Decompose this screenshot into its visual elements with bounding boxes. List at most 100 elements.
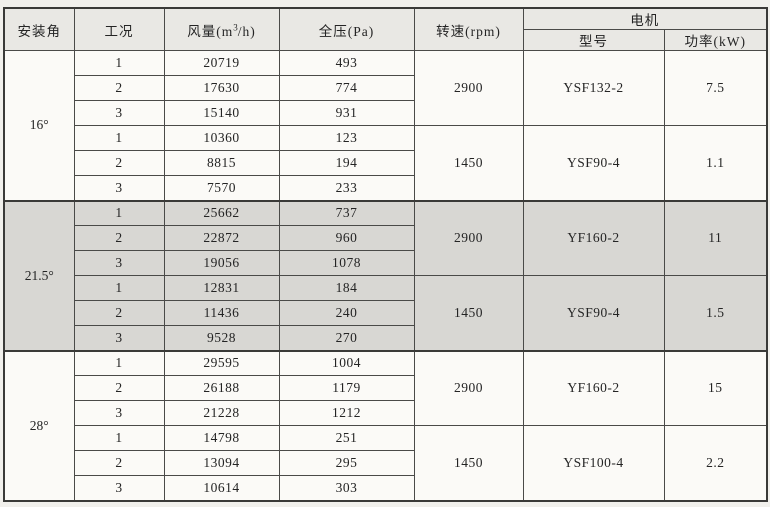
table-row: 2 11436 240 bbox=[4, 300, 767, 326]
flow-cell: 21228 bbox=[163, 400, 280, 426]
table-row: 3 15140 931 bbox=[4, 100, 767, 126]
condition-cell: 3 bbox=[73, 175, 165, 201]
condition-cell: 3 bbox=[73, 325, 165, 351]
flow-cell: 9528 bbox=[163, 325, 280, 351]
table-row: 16° 1 20719 493 2900 YSF132-2 7.5 bbox=[3, 50, 768, 201]
condition-cell: 2 bbox=[73, 450, 165, 476]
flow-cell: 25662 bbox=[163, 199, 280, 226]
table-row: 2 17630 774 bbox=[4, 75, 767, 101]
angle-cell: 28° bbox=[3, 349, 75, 501]
condition-cell: 3 bbox=[73, 475, 165, 501]
power-cell: 15 bbox=[663, 349, 768, 426]
condition-cell: 2 bbox=[73, 375, 165, 401]
speed-cell: 2900 bbox=[413, 349, 524, 426]
pressure-cell: 931 bbox=[278, 100, 415, 126]
power-cell: 1.1 bbox=[663, 125, 768, 201]
pressure-cell: 493 bbox=[278, 50, 415, 76]
speed-cell: 1450 bbox=[413, 275, 524, 351]
header-flow: 风量(m3/h) bbox=[163, 7, 280, 51]
power-cell: 1.5 bbox=[663, 275, 768, 351]
flow-cell: 12831 bbox=[163, 275, 280, 301]
header-angle: 安装角 bbox=[3, 7, 75, 51]
header-speed: 转速(rpm) bbox=[413, 7, 524, 51]
angle-cell: 16° bbox=[3, 50, 75, 201]
model-cell: YSF100-4 bbox=[522, 425, 665, 501]
fan-spec-table: 安装角 工况 风量(m3/h) 全压(Pa) 转速(rpm) 电机 型号 功率(… bbox=[3, 7, 768, 502]
pressure-cell: 270 bbox=[278, 325, 415, 351]
superscript-3: 3 bbox=[233, 22, 238, 32]
table-row: 1 10360 123 1450 YSF90-4 1.1 bbox=[4, 125, 768, 201]
header-model: 型号 bbox=[522, 29, 665, 51]
pressure-cell: 774 bbox=[278, 75, 415, 101]
power-cell: 2.2 bbox=[663, 425, 768, 501]
angle-cell: 21.5° bbox=[3, 199, 75, 351]
pressure-cell: 184 bbox=[278, 275, 415, 301]
table-row: 3 19056 1078 bbox=[4, 250, 767, 276]
model-cell: YSF132-2 bbox=[522, 50, 665, 126]
condition-cell: 3 bbox=[73, 250, 165, 276]
condition-cell: 2 bbox=[73, 75, 165, 101]
flow-cell: 20719 bbox=[163, 50, 280, 76]
pressure-cell: 240 bbox=[278, 300, 415, 326]
speed-cell: 2900 bbox=[413, 50, 524, 126]
condition-cell: 1 bbox=[73, 50, 165, 76]
model-cell: YSF90-4 bbox=[522, 125, 665, 201]
flow-cell: 22872 bbox=[163, 225, 280, 251]
pressure-cell: 194 bbox=[278, 150, 415, 176]
power-cell: 11 bbox=[663, 199, 768, 276]
flow-cell: 11436 bbox=[163, 300, 280, 326]
pressure-cell: 295 bbox=[278, 450, 415, 476]
flow-cell: 10360 bbox=[163, 125, 280, 151]
condition-cell: 1 bbox=[73, 425, 165, 451]
header-power: 功率(kW) bbox=[663, 29, 768, 51]
flow-cell: 29595 bbox=[163, 349, 280, 376]
table-row: 28° 1 29595 1004 2900 YF160-2 15 bbox=[3, 349, 768, 501]
table-row: 2 26188 1179 bbox=[4, 375, 767, 401]
header-pressure: 全压(Pa) bbox=[278, 7, 415, 51]
table-row: 1 12831 184 1450 YSF90-4 1.5 bbox=[4, 275, 768, 351]
model-cell: YSF90-4 bbox=[522, 275, 665, 351]
condition-cell: 1 bbox=[73, 349, 165, 376]
table-row: 3 10614 303 bbox=[4, 475, 767, 501]
flow-cell: 13094 bbox=[163, 450, 280, 476]
table-header: 安装角 工况 风量(m3/h) 全压(Pa) 转速(rpm) 电机 型号 功率(… bbox=[3, 7, 768, 51]
condition-cell: 2 bbox=[73, 150, 165, 176]
power-cell: 7.5 bbox=[663, 50, 768, 126]
pressure-cell: 1212 bbox=[278, 400, 415, 426]
table-row: 3 21228 1212 bbox=[4, 400, 767, 426]
flow-cell: 14798 bbox=[163, 425, 280, 451]
model-cell: YF160-2 bbox=[522, 199, 665, 276]
header-motor: 电机 bbox=[522, 7, 768, 30]
speed-cell: 2900 bbox=[413, 199, 524, 276]
condition-cell: 2 bbox=[73, 300, 165, 326]
pressure-cell: 303 bbox=[278, 475, 415, 501]
pressure-cell: 1078 bbox=[278, 250, 415, 276]
condition-cell: 3 bbox=[73, 100, 165, 126]
fan-spec-table-container: 安装角 工况 风量(m3/h) 全压(Pa) 转速(rpm) 电机 型号 功率(… bbox=[3, 7, 768, 502]
flow-cell: 26188 bbox=[163, 375, 280, 401]
table-row: 2 8815 194 bbox=[4, 150, 767, 176]
pressure-cell: 233 bbox=[278, 175, 415, 201]
table-row: 3 7570 233 bbox=[4, 175, 767, 201]
flow-cell: 8815 bbox=[163, 150, 280, 176]
header-condition: 工况 bbox=[73, 7, 165, 51]
condition-cell: 3 bbox=[73, 400, 165, 426]
condition-cell: 1 bbox=[73, 275, 165, 301]
table-row: 1 14798 251 1450 YSF100-4 2.2 bbox=[4, 425, 768, 501]
flow-cell: 17630 bbox=[163, 75, 280, 101]
section-16deg: 16° 1 20719 493 2900 YSF132-2 7.5 2 1763… bbox=[3, 50, 768, 201]
flow-cell: 15140 bbox=[163, 100, 280, 126]
speed-cell: 1450 bbox=[413, 425, 524, 501]
section-28deg: 28° 1 29595 1004 2900 YF160-2 15 2 26188… bbox=[3, 349, 768, 501]
pressure-cell: 123 bbox=[278, 125, 415, 151]
pressure-cell: 1004 bbox=[278, 349, 415, 376]
condition-cell: 1 bbox=[73, 199, 165, 226]
condition-cell: 2 bbox=[73, 225, 165, 251]
pressure-cell: 251 bbox=[278, 425, 415, 451]
section-21-5deg: 21.5° 1 25662 737 2900 YF160-2 11 2 2287… bbox=[3, 199, 768, 351]
table-row: 21.5° 1 25662 737 2900 YF160-2 11 bbox=[3, 199, 768, 351]
pressure-cell: 960 bbox=[278, 225, 415, 251]
flow-cell: 10614 bbox=[163, 475, 280, 501]
condition-cell: 1 bbox=[73, 125, 165, 151]
speed-cell: 1450 bbox=[413, 125, 524, 201]
